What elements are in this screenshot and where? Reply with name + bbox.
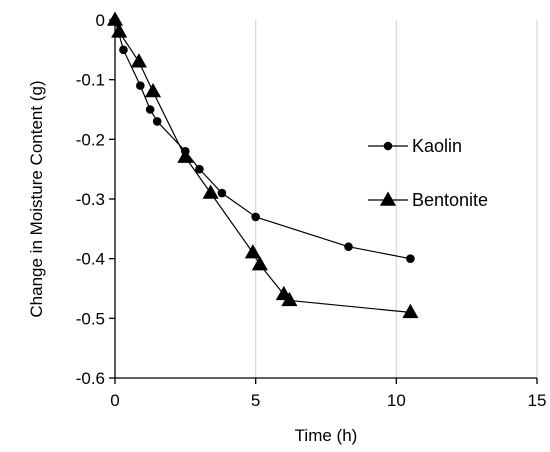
x-tick-label: 5 bbox=[251, 391, 260, 410]
x-axis-title: Time (h) bbox=[295, 426, 358, 445]
data-point bbox=[195, 164, 204, 174]
data-point bbox=[119, 45, 128, 55]
data-point bbox=[251, 256, 268, 271]
legend: Kaolin Bentonite bbox=[368, 136, 488, 210]
data-point bbox=[177, 148, 194, 163]
tick-labels: 0 -0.1 -0.2 -0.3 -0.4 -0.5 -0.6 0 5 10 15 bbox=[76, 11, 547, 410]
y-tick-label: -0.3 bbox=[76, 190, 105, 209]
data-point bbox=[244, 244, 261, 259]
data-point bbox=[145, 105, 155, 114]
gridlines bbox=[255, 20, 538, 378]
plot-area bbox=[115, 20, 537, 378]
data-point bbox=[406, 254, 415, 263]
data-point bbox=[136, 81, 145, 90]
data-point bbox=[217, 188, 227, 198]
x-tick-label: 10 bbox=[387, 391, 406, 410]
y-tick-label: -0.5 bbox=[76, 309, 105, 328]
x-tick-label: 15 bbox=[528, 391, 547, 410]
data-point bbox=[111, 23, 128, 38]
y-tick-label: 0 bbox=[96, 11, 105, 30]
y-tick-label: -0.1 bbox=[76, 71, 105, 90]
legend-label: Kaolin bbox=[412, 136, 462, 156]
y-tick-label: -0.2 bbox=[76, 130, 105, 149]
series-layer bbox=[106, 11, 419, 319]
data-point bbox=[251, 212, 260, 222]
data-point bbox=[152, 117, 162, 126]
y-tick-label: -0.6 bbox=[76, 369, 105, 388]
legend-label: Bentonite bbox=[412, 190, 488, 210]
legend-item: Kaolin bbox=[368, 136, 462, 156]
legend-marker bbox=[383, 141, 393, 151]
x-tick-label: 0 bbox=[110, 391, 119, 410]
y-axis-title: Change in Moisture Content (g) bbox=[27, 80, 46, 317]
data-point bbox=[144, 83, 162, 98]
legend-marker bbox=[379, 191, 397, 206]
data-point bbox=[202, 184, 219, 199]
legend-item: Bentonite bbox=[368, 190, 488, 210]
data-point bbox=[344, 242, 353, 252]
axes bbox=[109, 19, 538, 384]
data-point bbox=[402, 303, 419, 319]
data-point bbox=[106, 11, 124, 26]
y-tick-label: -0.4 bbox=[76, 250, 105, 269]
data-point bbox=[130, 53, 147, 68]
data-point bbox=[281, 291, 298, 307]
series-bentonite bbox=[106, 11, 419, 319]
